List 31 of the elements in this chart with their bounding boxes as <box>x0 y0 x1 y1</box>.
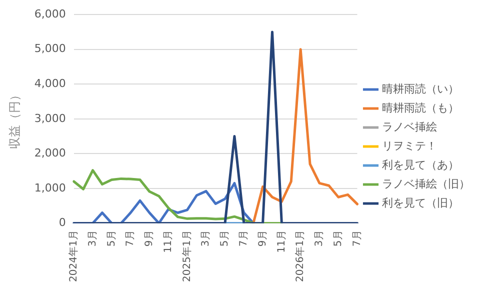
x-tick-label: 2024年1月 <box>67 230 80 282</box>
x-tick-label: 9月 <box>257 230 268 247</box>
legend-label: ラノベ挿絵（旧） <box>382 177 470 190</box>
x-tick-label: 9月 <box>144 230 156 247</box>
x-tick-label: 3月 <box>200 230 212 247</box>
x-tick-label: 5月 <box>332 230 344 247</box>
x-tick-label: 5月 <box>106 230 118 247</box>
x-tick-label: 2025年1月 <box>180 230 193 282</box>
y-tick-label: 3,000 <box>34 112 66 125</box>
y-tick-label: 4,000 <box>34 76 66 90</box>
legend-label: ラノベ挿絵 <box>382 120 437 134</box>
y-tick-label: 0 <box>58 216 66 230</box>
x-tick-label: 3月 <box>314 230 326 247</box>
x-tick-label: 7月 <box>238 230 250 247</box>
y-tick-label: 1,000 <box>34 181 66 194</box>
legend-label: 晴耕雨読（い） <box>382 82 459 96</box>
y-tick-label: 5,000 <box>34 42 66 56</box>
y-axis-title: 収益（円） <box>7 88 22 149</box>
legend-label: 利を見て（あ） <box>382 158 459 172</box>
legend-label: 晴耕雨読（も） <box>382 101 459 114</box>
x-tick-label: 2026年1月 <box>294 230 306 282</box>
x-tick-label: 3月 <box>87 230 98 247</box>
x-tick-label: 7月 <box>352 230 363 247</box>
legend-label: 利を見て（旧） <box>382 196 459 210</box>
legend-label: リヲミテ！ <box>382 139 437 152</box>
x-tick-label: 7月 <box>125 230 136 247</box>
x-tick-label: 11月 <box>162 230 174 253</box>
y-tick-label: 2,000 <box>34 146 66 160</box>
x-tick-label: 11月 <box>276 230 288 253</box>
x-tick-label: 5月 <box>220 230 231 247</box>
y-tick-label: 6,000 <box>34 7 66 20</box>
